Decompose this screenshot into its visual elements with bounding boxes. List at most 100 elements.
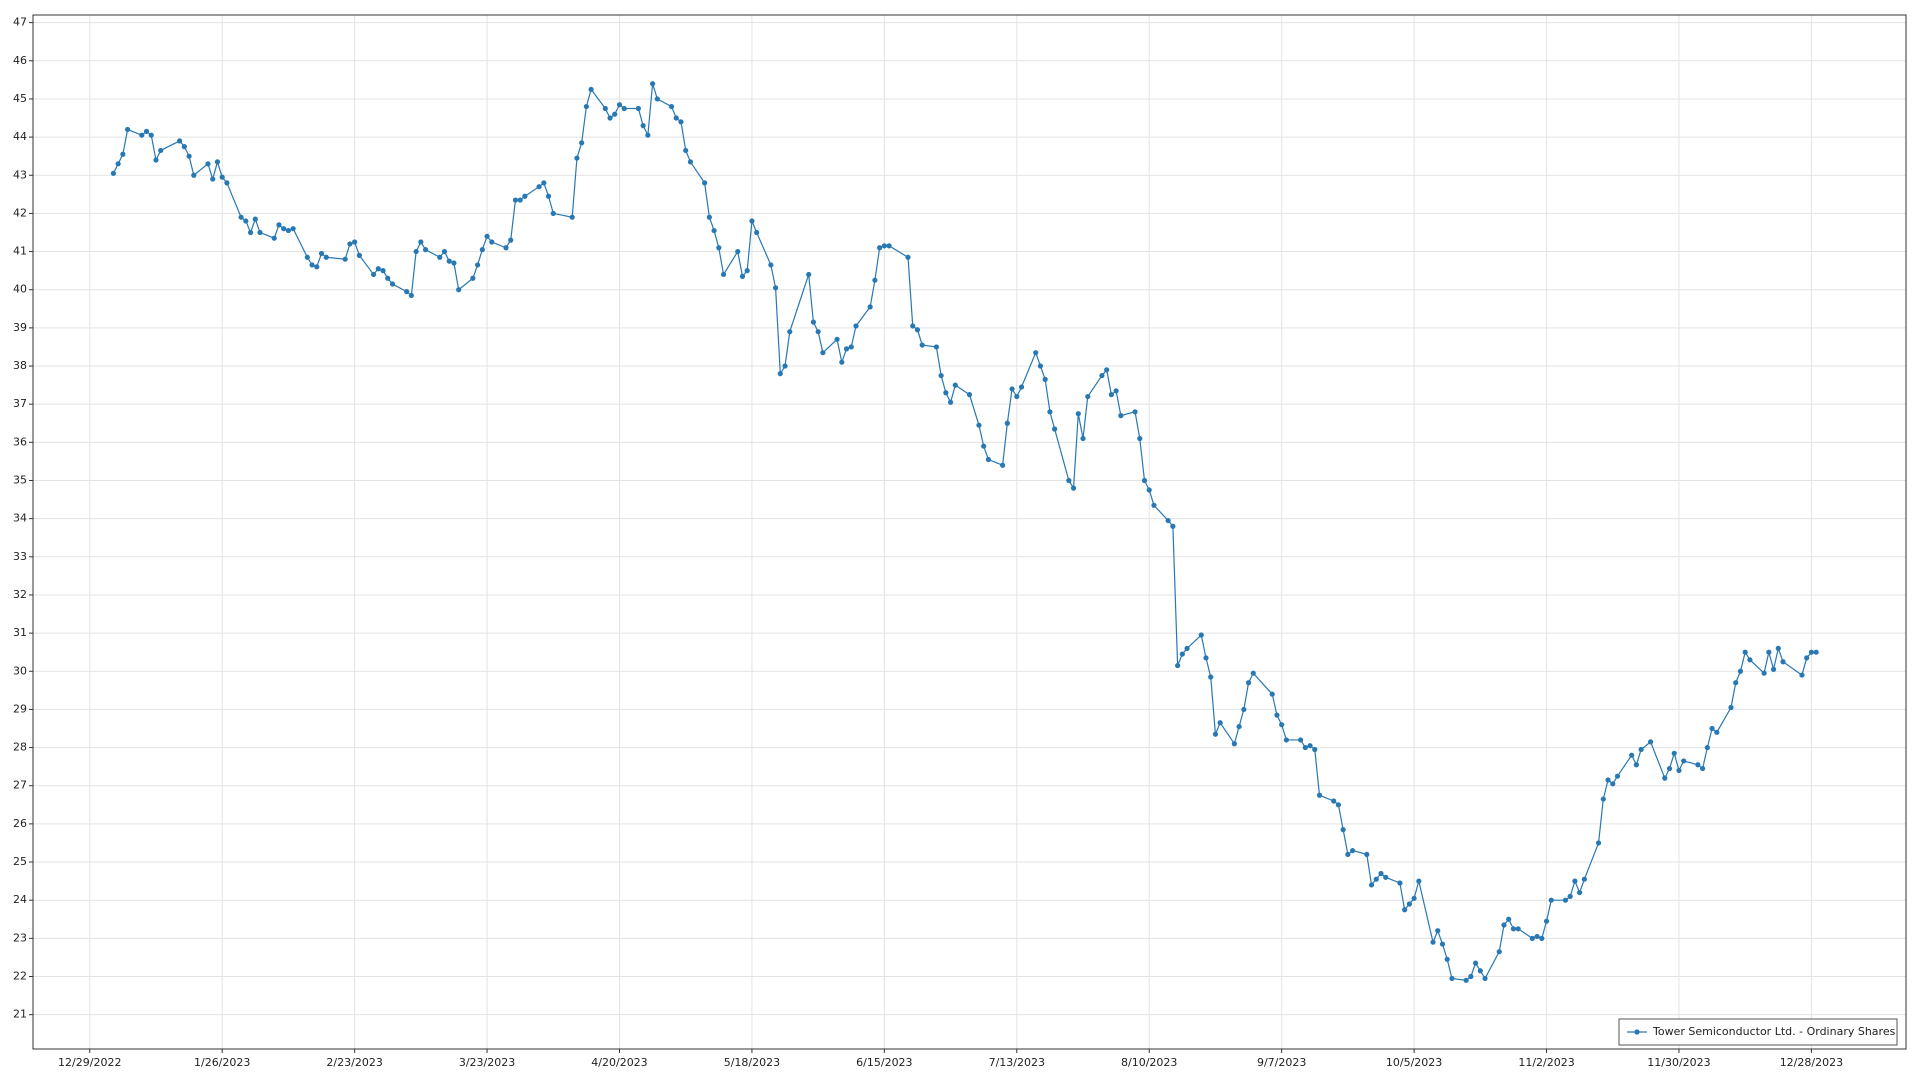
y-tick-label: 40 [13,283,27,296]
data-point [143,128,150,134]
data-point [1198,632,1204,638]
data-point [1302,744,1308,751]
data-point [683,147,689,154]
data-point [1700,765,1706,772]
series-line [112,83,1817,981]
data-point [1383,874,1389,880]
data-point [177,138,183,144]
data-point [1402,907,1408,913]
y-tick-label: 28 [13,741,27,754]
data-point [574,155,580,161]
data-point [1146,487,1152,493]
data-point [976,422,982,428]
data-point [1009,386,1015,392]
data-point [1742,649,1748,655]
data-point [115,161,121,167]
data-point [1283,737,1289,743]
data-point [408,292,414,299]
data-point [1671,750,1677,756]
data-point [867,304,873,310]
y-tick-label: 22 [13,970,27,983]
data-point [768,262,774,268]
data-point [1761,670,1767,676]
data-point [754,229,760,236]
x-tick-label: 10/5/2023 [1386,1056,1442,1069]
y-tick-label: 43 [13,168,27,181]
data-point [966,392,973,398]
data-point [1435,928,1441,934]
data-point [214,159,221,165]
data-point [347,241,353,247]
data-point [1411,895,1417,901]
data-point [848,344,854,350]
y-tick-label: 27 [13,779,27,792]
data-point [148,132,154,138]
data-point [404,289,410,295]
data-point [588,86,594,93]
y-tick-label: 29 [13,702,27,715]
data-point [1728,704,1734,711]
y-tick-label: 33 [13,550,27,563]
data-point [985,456,992,463]
data-point [1562,897,1569,903]
data-point [1614,773,1621,779]
data-point [1350,847,1356,854]
data-point [1681,758,1687,764]
data-point [782,363,788,369]
data-point [1108,392,1114,398]
data-point [1539,935,1545,941]
data-point [1170,523,1176,529]
data-point [1269,691,1275,697]
data-point [678,119,684,125]
data-point [716,245,722,251]
data-point [612,111,618,117]
y-tick-label: 41 [13,245,27,258]
data-point [1297,737,1304,743]
data-point [1496,949,1502,955]
data-point [380,268,386,274]
data-point [1307,743,1313,749]
data-point [569,214,575,220]
data-point [1813,649,1819,655]
data-point [1430,939,1436,945]
plot-frame [32,14,1907,1050]
data-point [650,81,656,87]
data-point [1165,517,1171,524]
data-point [1014,393,1020,400]
data-point [281,226,287,232]
data-point [1581,876,1587,882]
y-tick-label: 39 [13,321,27,334]
data-point [1534,933,1540,940]
data-point [210,176,216,182]
data-point [1766,649,1772,655]
data-point [489,239,495,245]
data-point [517,197,523,203]
data-point [1099,372,1105,379]
data-point [1335,802,1342,808]
data-point [1137,435,1143,442]
data-point [1274,712,1280,718]
data-point [981,443,987,449]
data-point [1364,851,1370,858]
data-point [645,132,651,138]
y-tick-label: 31 [13,626,27,639]
data-point [635,105,642,112]
data-point [1397,880,1403,886]
data-point [385,275,391,281]
data-point [1203,655,1209,661]
data-point [1378,870,1384,877]
data-point [512,197,519,203]
data-point [834,336,840,342]
data-point [1775,645,1781,651]
data-point [508,237,514,243]
data-point [607,115,613,121]
data-point [806,271,812,278]
data-point [1004,420,1010,426]
data-point [304,254,310,260]
data-point [1066,477,1072,484]
data-point [271,235,277,241]
data-point [839,359,845,365]
x-tick-label: 12/28/2023 [1780,1056,1843,1069]
data-point [238,214,244,220]
data-point [787,329,793,335]
